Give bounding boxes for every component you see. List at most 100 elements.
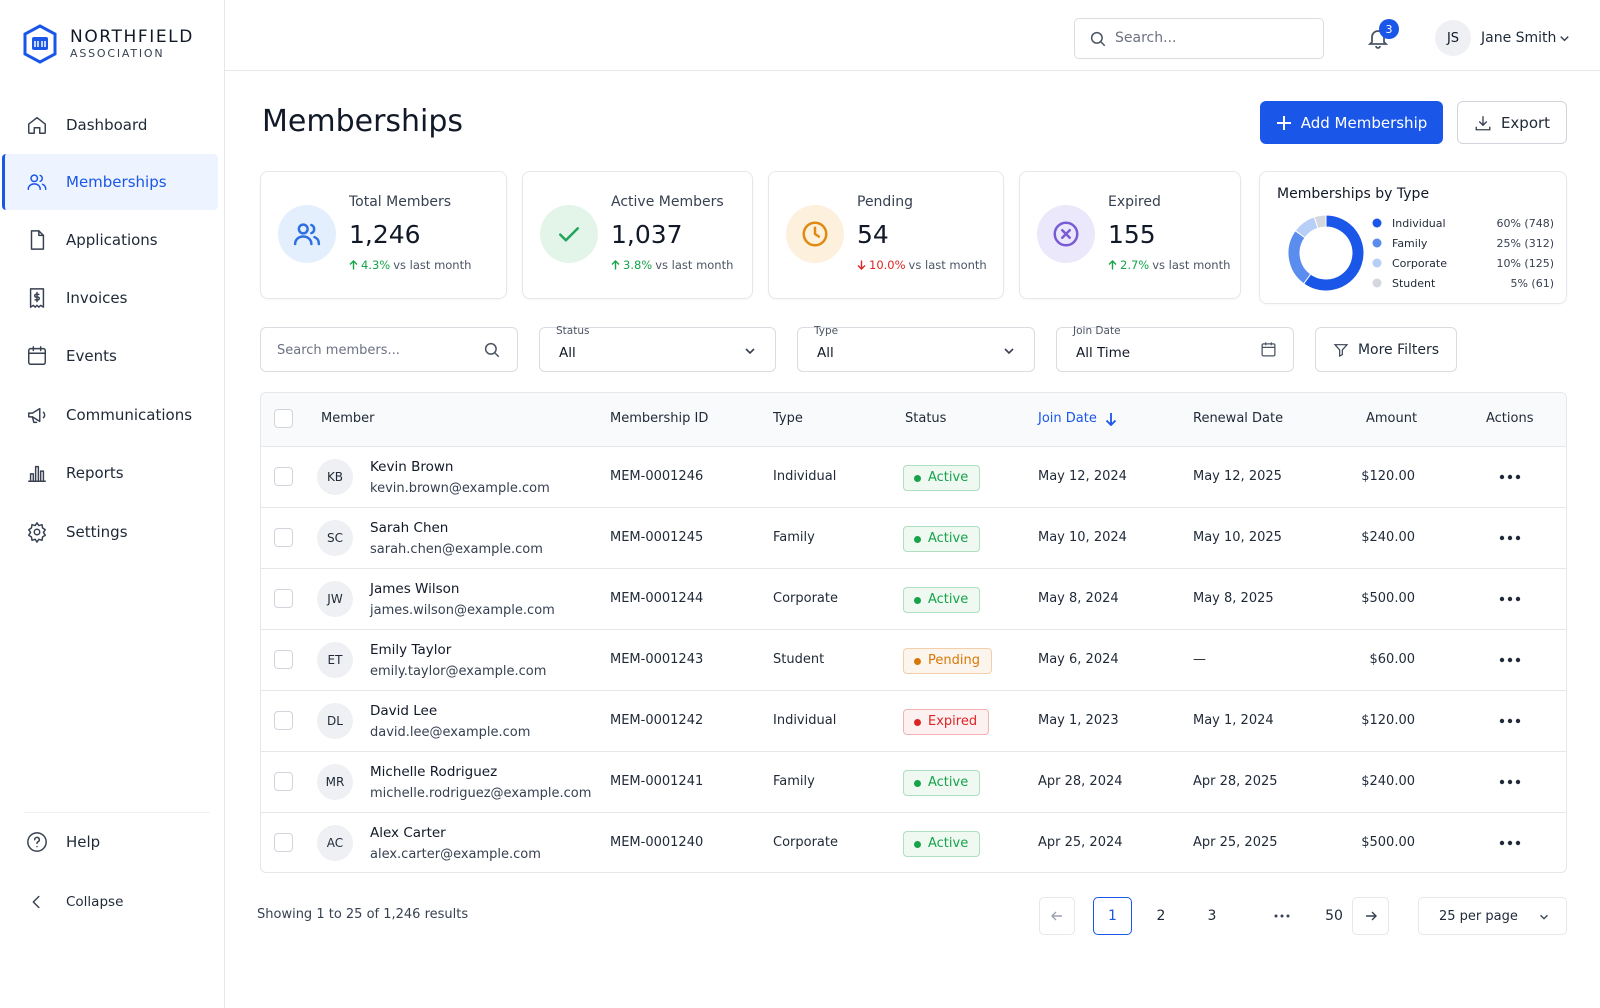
change-note: vs last month: [1152, 258, 1231, 272]
download-icon: [1475, 115, 1491, 130]
row-actions[interactable]: [1499, 779, 1521, 785]
row-actions[interactable]: [1499, 718, 1521, 724]
row-checkbox[interactable]: [274, 528, 293, 547]
row-checkbox[interactable]: [274, 772, 293, 791]
amount: $60.00: [1369, 652, 1416, 667]
nav-label: Communications: [66, 406, 193, 424]
row-actions[interactable]: [1499, 840, 1521, 846]
nav-item[interactable]: Dashboard: [2, 97, 218, 153]
field-label: Status: [556, 325, 590, 337]
global-search[interactable]: Search...: [1074, 18, 1324, 59]
stat-change: 3.8% vs last month: [611, 258, 733, 272]
nav-item[interactable]: Events: [2, 328, 218, 384]
chart-card: Memberships by Type Individual 60% (748) F…: [1259, 171, 1567, 304]
action-dot: [1499, 779, 1505, 785]
status-dot: [914, 536, 921, 543]
membership-id: MEM-0001243: [610, 652, 704, 667]
action-dot: [1507, 718, 1513, 724]
export-button[interactable]: Export: [1457, 101, 1567, 144]
amount: $240.00: [1361, 530, 1415, 545]
table-row[interactable]: AC Alex Carter alex.carter@example.com MEM-…: [261, 812, 1566, 872]
action-dot: [1499, 535, 1505, 541]
row-actions[interactable]: [1499, 535, 1521, 541]
user-menu-chevron[interactable]: [1558, 32, 1571, 45]
row-actions[interactable]: [1499, 474, 1521, 480]
user-avatar[interactable]: JS: [1435, 20, 1471, 56]
membership-id: MEM-0001240: [610, 835, 704, 850]
nav-item[interactable]: Applications: [2, 212, 218, 268]
join-date: May 6, 2024: [1038, 652, 1119, 667]
nav-item[interactable]: Communications: [2, 387, 218, 443]
membership-type: Individual: [773, 469, 837, 484]
field-value: All: [559, 345, 576, 361]
nav-item[interactable]: Reports: [2, 445, 218, 501]
user-name[interactable]: Jane Smith: [1481, 30, 1557, 46]
table-row[interactable]: JW James Wilson james.wilson@example.com ME…: [261, 568, 1566, 629]
row-checkbox[interactable]: [274, 589, 293, 608]
add-membership-button[interactable]: Add Membership: [1260, 101, 1443, 144]
member-name: David Lee: [370, 703, 438, 719]
join-date: May 8, 2024: [1038, 591, 1119, 606]
help-label: Help: [66, 833, 101, 851]
row-actions[interactable]: [1499, 657, 1521, 663]
page-link[interactable]: 50: [1325, 908, 1343, 924]
nav-label: Invoices: [66, 289, 128, 307]
action-dot: [1515, 535, 1521, 541]
stat-card: Total Members 1,246 4.3% vs last month: [260, 171, 507, 299]
status-dot: [914, 597, 921, 604]
table-row[interactable]: MR Michelle Rodriguez michelle.rodriguez@e…: [261, 751, 1566, 812]
member-name: Sarah Chen: [370, 520, 449, 536]
member-email: emily.taylor@example.com: [370, 664, 547, 679]
page-link[interactable]: 2: [1156, 908, 1166, 924]
nav-item[interactable]: Invoices: [2, 270, 218, 326]
join-date-filter[interactable]: Join Date All Time: [1056, 325, 1294, 372]
row-checkbox[interactable]: [274, 467, 293, 486]
action-dot: [1515, 779, 1521, 785]
status-filter[interactable]: Status All: [539, 325, 776, 372]
row-actions[interactable]: [1499, 596, 1521, 602]
nav-item[interactable]: Settings: [2, 504, 218, 560]
sorted-column-header[interactable]: Join Date: [1038, 411, 1117, 426]
current-page[interactable]: 1: [1093, 897, 1132, 935]
arrow-left: [1051, 911, 1062, 921]
per-page-select[interactable]: 25 per page: [1418, 897, 1567, 935]
chevron: [1004, 348, 1014, 355]
stat-change: 10.0% vs last month: [857, 258, 987, 272]
renewal-date: May 8, 2025: [1193, 591, 1274, 606]
table-row[interactable]: SC Sarah Chen sarah.chen@example.com MEM-00…: [261, 507, 1566, 568]
change-value: 4.3%: [361, 258, 391, 272]
down-arrow: [857, 260, 866, 270]
more-filters-button[interactable]: More Filters: [1315, 327, 1457, 372]
member-avatar: MR: [317, 764, 353, 800]
table-row[interactable]: KB Kevin Brown kevin.brown@example.com MEM-…: [261, 446, 1566, 507]
next-page[interactable]: [1352, 897, 1389, 935]
stat-value: 155: [1108, 220, 1156, 249]
row-checkbox[interactable]: [274, 650, 293, 669]
brand-name: NORTHFIELD: [70, 27, 194, 47]
nav-label: Events: [66, 347, 117, 365]
select-all-checkbox[interactable]: [274, 409, 293, 428]
stat-label: Pending: [857, 194, 913, 210]
row-checkbox[interactable]: [274, 711, 293, 730]
nav-label: Settings: [66, 523, 128, 541]
stat-change: 2.7% vs last month: [1108, 258, 1230, 272]
join-date: Apr 25, 2024: [1038, 835, 1123, 850]
column-header: Membership ID: [610, 411, 709, 426]
table-row[interactable]: DL David Lee david.lee@example.com MEM-0001…: [261, 690, 1566, 751]
type-filter[interactable]: Type All: [797, 325, 1035, 372]
help-link[interactable]: Help: [2, 814, 218, 870]
table-row[interactable]: ET Emily Taylor emily.taylor@example.com ME…: [261, 629, 1566, 690]
nav-label: Dashboard: [66, 116, 148, 134]
legend-label: Student: [1392, 277, 1436, 290]
arrow-right: [1365, 911, 1377, 921]
page-link[interactable]: 3: [1207, 908, 1217, 924]
row-checkbox[interactable]: [274, 833, 293, 852]
button-label: Export: [1500, 113, 1551, 132]
change-note: vs last month: [393, 258, 472, 272]
nav-item[interactable]: Memberships: [2, 154, 218, 210]
action-dot: [1515, 657, 1521, 663]
member-search[interactable]: Search members...: [260, 327, 518, 372]
collapse-button[interactable]: Collapse: [2, 874, 218, 930]
prev-page[interactable]: [1039, 897, 1075, 935]
column-header: Actions: [1486, 411, 1534, 426]
